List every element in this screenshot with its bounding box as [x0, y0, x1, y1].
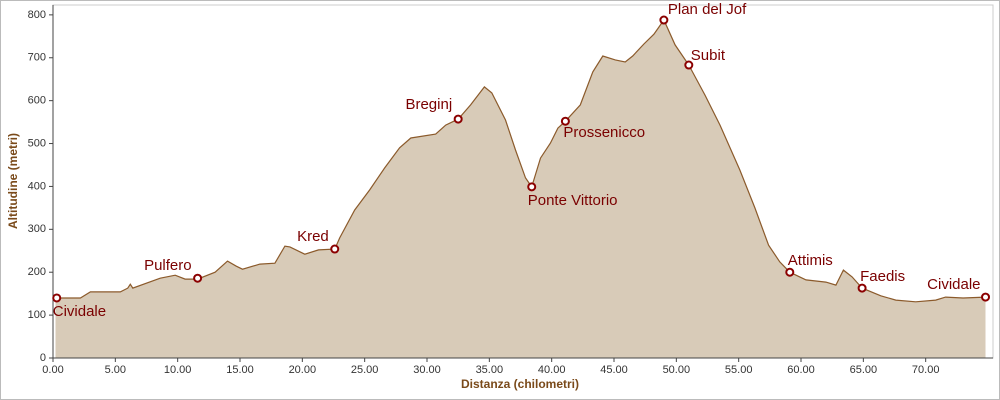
x-tick-label: 35.00 [476, 364, 504, 376]
waypoint-marker [560, 116, 570, 126]
x-tick-label: 0.00 [42, 364, 63, 376]
x-tick-label: 15.00 [226, 364, 254, 376]
waypoint-label: Prossenicco [563, 124, 645, 141]
x-tick-label: 55.00 [725, 364, 753, 376]
waypoint-marker [857, 283, 867, 293]
waypoint-marker [785, 267, 795, 277]
y-tick-label: 500 [28, 137, 46, 149]
waypoint-label: Cividale [53, 303, 106, 320]
x-tick-label: 25.00 [351, 364, 379, 376]
x-tick-label: 45.00 [600, 364, 628, 376]
x-tick-label: 60.00 [787, 364, 815, 376]
x-tick-label: 40.00 [538, 364, 566, 376]
x-tick-label: 5.00 [105, 364, 126, 376]
waypoint-marker [527, 182, 537, 192]
y-tick-label: 200 [28, 266, 46, 278]
y-tick-label: 800 [28, 9, 46, 21]
y-tick-label: 0 [40, 352, 46, 364]
x-tick-label: 65.00 [850, 364, 878, 376]
waypoint-label: Pulfero [144, 257, 192, 274]
x-tick-label: 30.00 [413, 364, 441, 376]
waypoint-label: Plan del Jof [668, 1, 747, 18]
area-fill [55, 20, 986, 358]
x-tick-label: 70.00 [912, 364, 940, 376]
x-tick-label: 20.00 [289, 364, 317, 376]
waypoint-label: Subit [691, 47, 726, 64]
waypoint-label: Cividale [927, 276, 980, 293]
waypoint-label: Faedis [860, 268, 905, 285]
y-tick-label: 400 [28, 180, 46, 192]
y-tick-label: 600 [28, 95, 46, 107]
x-axis-title: Distanza (chilometri) [461, 377, 579, 391]
waypoint-marker [659, 15, 669, 25]
waypoint-marker [981, 292, 991, 302]
waypoint-marker [193, 273, 203, 283]
waypoint-marker [330, 244, 340, 254]
profile-line [55, 18, 986, 303]
waypoint-label: Ponte Vittorio [528, 192, 618, 209]
waypoint-marker [453, 114, 463, 124]
y-tick-label: 700 [28, 52, 46, 64]
y-axis-title: Altitudine (metri) [6, 133, 20, 229]
x-tick-label: 50.00 [663, 364, 691, 376]
y-tick-label: 300 [28, 223, 46, 235]
waypoint-label: Attimis [788, 252, 833, 269]
waypoint-label: Breginj [405, 96, 452, 113]
waypoint-marker [52, 293, 62, 303]
waypoint-label: Kred [297, 228, 329, 245]
x-tick-label: 10.00 [164, 364, 192, 376]
waypoint-marker [684, 60, 694, 70]
y-tick-label: 100 [28, 309, 46, 321]
